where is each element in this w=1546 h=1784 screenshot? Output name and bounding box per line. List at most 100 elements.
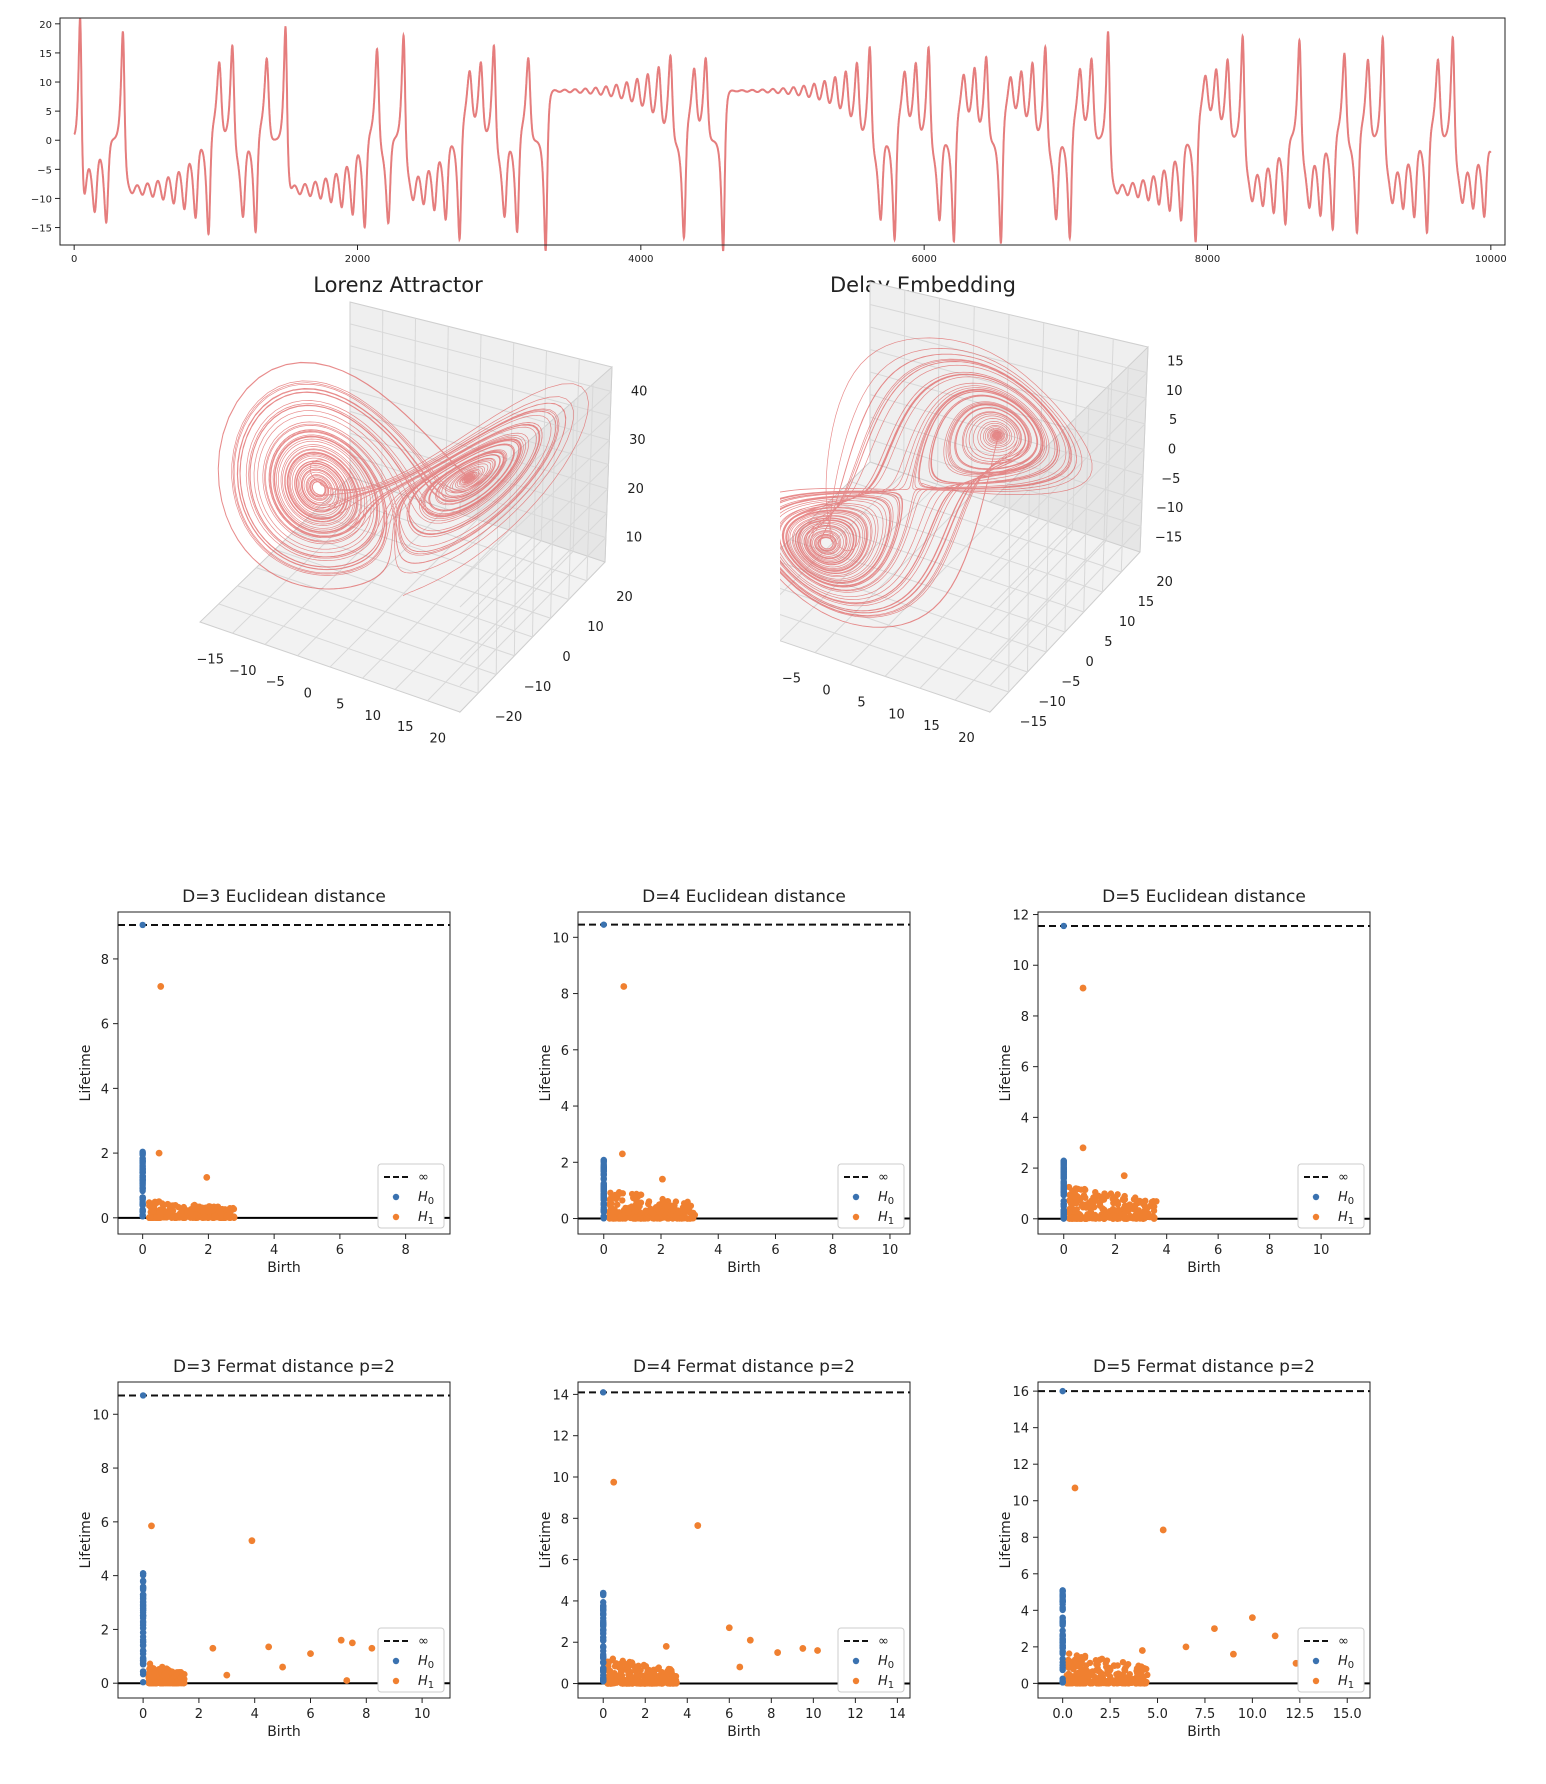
- y-tick-label: 6: [561, 1044, 569, 1059]
- h1-point: [171, 1214, 179, 1221]
- h1-point: [608, 1212, 615, 1219]
- h1-point: [1082, 1215, 1090, 1222]
- h0-point: [139, 1648, 147, 1655]
- h1-point: [1115, 1670, 1122, 1677]
- h0-point: [600, 1621, 607, 1629]
- h1-point: [645, 1199, 652, 1206]
- h1-point: [625, 1209, 632, 1216]
- x-tick-label: 6: [306, 1707, 314, 1722]
- x-tick-label: 4: [251, 1707, 259, 1722]
- x-tick-label: 15.0: [1333, 1707, 1362, 1722]
- x-tick-label: 14: [889, 1707, 906, 1722]
- grid-line: [362, 529, 510, 679]
- delay-embedding-chart: Delay Embedding−15−10−505101520−15−10−50…: [780, 273, 1184, 746]
- y-tick-label: 8: [101, 953, 109, 968]
- y-tick-label: −10: [524, 680, 551, 695]
- y-tick-label: 0: [101, 1677, 109, 1692]
- h0-point: [600, 921, 607, 928]
- grid-line: [349, 323, 612, 392]
- grid-line: [459, 439, 610, 582]
- h1-point: [662, 1642, 670, 1650]
- x-tick-label: 4: [270, 1243, 278, 1258]
- x-tick-label: 8: [767, 1707, 775, 1722]
- axes-frame: [1037, 1381, 1371, 1699]
- h1-point: [1071, 1215, 1079, 1222]
- h0-point: [1059, 1606, 1066, 1614]
- h0-point: [139, 1577, 147, 1584]
- h1-point: [146, 1202, 153, 1209]
- h0-point: [600, 1181, 607, 1189]
- subscript: 0: [888, 1660, 894, 1671]
- h0-point: [139, 1194, 146, 1201]
- y-tick-label: 2: [1021, 1641, 1029, 1656]
- x-tick-label: 12: [847, 1707, 864, 1722]
- axes-frame: [59, 17, 1506, 246]
- h0-point: [139, 1586, 147, 1594]
- y-axis-label: Lifetime: [538, 1512, 554, 1569]
- y-tick-label: 2: [101, 1623, 109, 1638]
- h1-point: [1073, 1195, 1080, 1202]
- y-tick-label: −10: [31, 194, 52, 205]
- grid-line: [274, 549, 533, 638]
- h1-point: [633, 1193, 640, 1200]
- y-tick-label: 8: [101, 1462, 109, 1477]
- subscript: 1: [428, 1216, 434, 1227]
- legend-infinity-label: ∞: [1338, 1170, 1349, 1185]
- h1-point: [736, 1663, 744, 1671]
- h0-point: [139, 1679, 147, 1686]
- grid-line: [869, 304, 1148, 374]
- legend-box: [1297, 1163, 1365, 1229]
- h1-point: [160, 1201, 167, 1209]
- h1-point: [1111, 1662, 1118, 1669]
- y-tick-label: −5: [37, 165, 52, 176]
- y-tick-label: 12: [1012, 1458, 1029, 1473]
- y-tick-label: 0: [562, 650, 570, 665]
- y-tick-label: 16: [1012, 1385, 1029, 1400]
- chart-title: D=3 Euclidean distance: [182, 887, 386, 907]
- pd-d3-fermat-chart: D=3 Fermat distance p=20 2 4 6 8 100246810Bir…: [78, 1357, 451, 1740]
- y-tick-label: −20: [495, 710, 522, 725]
- h1-point: [1066, 1672, 1073, 1679]
- grid-line: [459, 391, 612, 529]
- y-tick-label: 2: [101, 1147, 109, 1162]
- y-axis-label: Lifetime: [78, 1512, 94, 1569]
- h1-point: [1144, 1671, 1151, 1679]
- x-tick-label: 10: [888, 707, 905, 722]
- grid-line: [349, 367, 610, 441]
- h1-point: [620, 983, 628, 990]
- h1-point: [172, 1201, 179, 1209]
- h1-point: [618, 1150, 626, 1158]
- h1-point: [1116, 1215, 1123, 1222]
- h1-point: [1090, 1194, 1097, 1201]
- subscript: 1: [1348, 1680, 1354, 1691]
- h1-point: [725, 1624, 733, 1632]
- y-tick-label: 6: [101, 1516, 109, 1531]
- time-series-chart: 0 2000 4000 6000 8000 10000 −15 −10 −5 0 5 10 15 20: [31, 17, 1507, 265]
- h1-point: [609, 1655, 617, 1662]
- h1-point: [209, 1644, 217, 1652]
- x-tick-label: 4000: [628, 254, 653, 265]
- h0-point: [600, 1187, 607, 1195]
- h1-point: [614, 1201, 621, 1208]
- x-tick-label: 0: [71, 254, 77, 265]
- legend-h1-swatch: [852, 1213, 860, 1221]
- legend-h1-swatch: [392, 1213, 400, 1221]
- h1-point: [617, 1190, 625, 1197]
- subscript: 0: [428, 1196, 434, 1207]
- y-tick-label: 6: [561, 1554, 569, 1569]
- y-axis-label: Lifetime: [538, 1045, 554, 1102]
- h0-point: [600, 1676, 607, 1684]
- h1-point: [348, 1639, 356, 1647]
- grid-line: [884, 517, 1040, 677]
- h1-point: [1099, 1205, 1106, 1212]
- h0-point: [139, 1641, 147, 1649]
- h1-point: [1079, 984, 1087, 992]
- grid-line: [508, 342, 515, 531]
- grid-line: [919, 529, 1073, 689]
- h1-point: [1146, 1213, 1154, 1221]
- x-tick-label: 7.5: [1195, 1707, 1216, 1722]
- z-tick-label: 30: [629, 433, 646, 448]
- h1-point: [1122, 1675, 1130, 1683]
- y-tick-label: 14: [552, 1388, 569, 1403]
- h1-point: [166, 1209, 173, 1216]
